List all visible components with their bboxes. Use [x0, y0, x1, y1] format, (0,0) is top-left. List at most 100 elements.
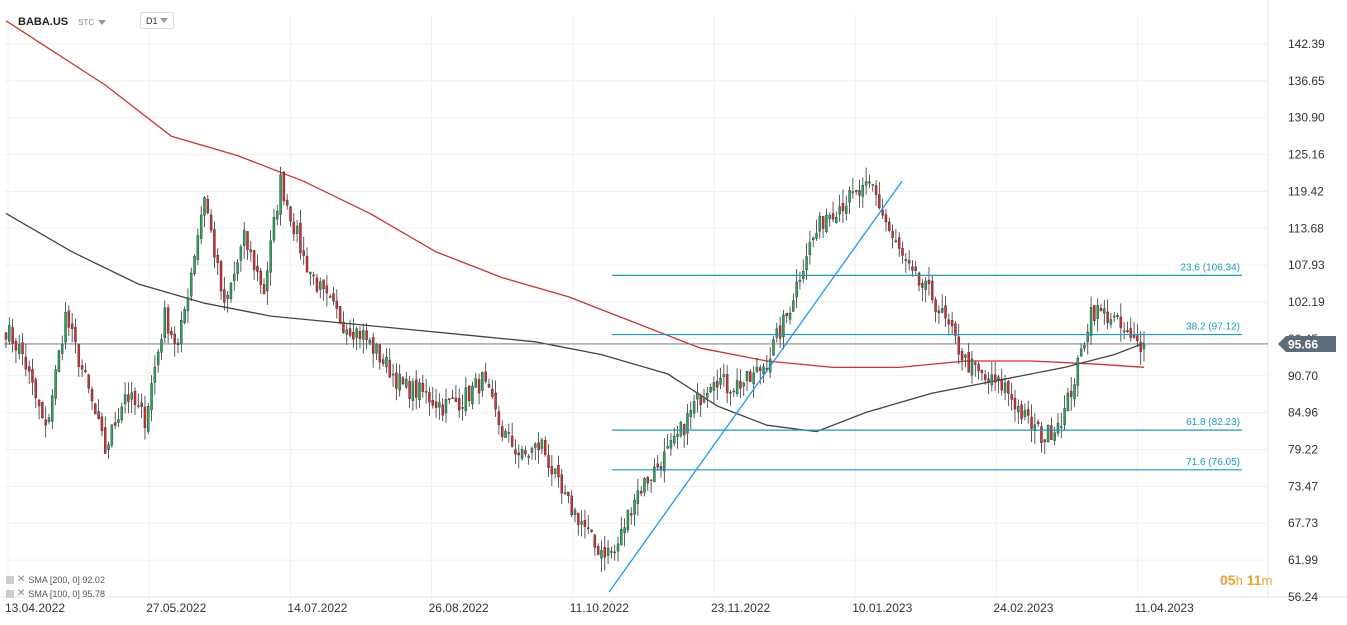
candle-body	[570, 495, 573, 516]
fib-label: 23.6 (106.34)	[1181, 262, 1241, 273]
candle	[778, 316, 782, 349]
indicator-settings-icon[interactable]	[6, 575, 14, 584]
trend-line[interactable]	[608, 180, 903, 593]
candle	[385, 348, 388, 374]
candle-body	[897, 237, 901, 249]
candle-body	[355, 328, 358, 338]
candle	[272, 208, 276, 243]
candle	[193, 254, 196, 277]
candle	[696, 383, 699, 413]
candle	[1086, 323, 1089, 355]
asset-class-selector[interactable]: STC	[78, 18, 107, 27]
candle-body	[782, 314, 785, 338]
candle	[137, 393, 140, 409]
candle-body	[696, 392, 699, 400]
candle	[1136, 324, 1139, 347]
candle-body	[1126, 330, 1129, 332]
candle	[428, 387, 431, 416]
candle-body	[729, 392, 732, 394]
candle-body	[279, 174, 282, 215]
candle-body	[666, 446, 669, 449]
candle	[1050, 417, 1053, 440]
candle-body	[1003, 382, 1007, 393]
candle	[626, 509, 630, 533]
candle	[448, 398, 451, 404]
candle	[130, 381, 133, 413]
candle	[491, 379, 494, 400]
candle-body	[292, 221, 296, 235]
candle	[772, 335, 775, 356]
candle	[1119, 303, 1123, 342]
close-icon[interactable]: ✕	[17, 588, 26, 599]
candle-body	[150, 383, 153, 411]
timeframe-selector[interactable]: D1	[140, 12, 174, 29]
candle	[84, 363, 87, 374]
candle	[954, 320, 957, 345]
candle-body	[676, 434, 679, 438]
close-icon[interactable]: ✕	[17, 574, 26, 585]
price-axis: 142.39 136.65 130.90 125.16 119.42 113.68 107.…	[1288, 37, 1325, 604]
candle-body	[448, 398, 451, 400]
candle-body	[636, 490, 640, 504]
candle	[603, 535, 606, 571]
candle-body	[242, 229, 246, 246]
candle-body	[87, 374, 90, 389]
candle	[166, 304, 170, 344]
candle-body	[94, 403, 97, 415]
candle	[613, 544, 616, 561]
candle-body	[305, 256, 309, 273]
candle	[686, 404, 689, 445]
indicator-settings-icon[interactable]	[6, 589, 14, 598]
candle	[37, 398, 41, 420]
candle	[18, 334, 21, 360]
candle-body	[914, 266, 917, 271]
candle-body	[805, 256, 808, 271]
candle	[1003, 374, 1007, 401]
candle	[835, 211, 838, 224]
candle	[722, 363, 726, 387]
candle-body	[156, 351, 160, 366]
candle	[51, 389, 54, 430]
candle-body	[127, 394, 130, 402]
candlesticks	[4, 166, 1146, 572]
candle-body	[762, 366, 765, 375]
candle	[147, 403, 150, 435]
candle	[663, 438, 666, 483]
candle-body	[239, 246, 243, 261]
candle-body	[441, 404, 444, 416]
candle	[266, 261, 269, 305]
candle	[299, 209, 302, 260]
candle	[729, 389, 732, 406]
candle-body	[884, 214, 888, 223]
candle	[904, 253, 908, 273]
candle	[858, 179, 861, 208]
candle	[262, 278, 266, 295]
candle	[811, 236, 815, 248]
candle	[530, 446, 534, 460]
candle	[365, 323, 368, 350]
candle	[77, 343, 81, 377]
candle-body	[739, 381, 742, 389]
candle-body	[378, 344, 382, 363]
legend-sma200[interactable]: ✕ SMA [200, 0] 92.02	[6, 574, 105, 585]
candle-body	[878, 194, 881, 209]
candle	[643, 477, 646, 497]
legend-sma100[interactable]: ✕ SMA [100, 0] 95.78	[6, 588, 105, 599]
candle-body	[319, 281, 322, 290]
candle-body	[775, 328, 779, 338]
candle-body	[216, 254, 219, 263]
candle	[630, 507, 633, 525]
candle-body	[11, 327, 14, 344]
candle	[199, 205, 203, 245]
candle-body	[64, 312, 67, 343]
fibonacci-levels[interactable]: 23.6 (106.34) 38.2 (97.12) 61.8 (82.23) 71.…	[612, 262, 1242, 471]
candle	[209, 208, 213, 234]
candle	[600, 540, 603, 572]
price-tick-label: 142.39	[1288, 37, 1325, 51]
candle	[980, 369, 984, 381]
candle	[712, 376, 716, 404]
candle-body	[821, 216, 825, 229]
candle-body	[219, 261, 223, 292]
candle-body	[388, 359, 391, 378]
